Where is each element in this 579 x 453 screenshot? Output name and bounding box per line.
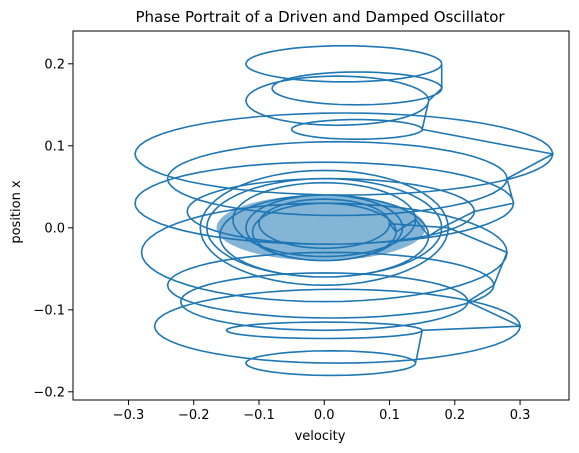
y-axis-label: position x — [9, 180, 24, 244]
x-axis-label: velocity — [295, 429, 346, 444]
y-tick-label: 0.1 — [44, 139, 65, 154]
chart-title: Phase Portrait of a Driven and Damped Os… — [135, 8, 505, 26]
x-tick-label: −0.1 — [243, 408, 275, 423]
y-tick-label: −0.1 — [33, 303, 65, 318]
x-tick-label: −0.3 — [113, 408, 145, 423]
plot-frame — [72, 30, 570, 401]
x-tick-label: 0.3 — [510, 408, 531, 423]
y-tick-label: 0.2 — [44, 57, 65, 72]
x-axis-ticks: −0.3 −0.2 −0.1 0.0 0.1 0.2 0.3 — [113, 400, 531, 423]
trajectory-core — [216, 195, 426, 261]
x-tick-label: −0.2 — [178, 408, 210, 423]
x-tick-label: 0.0 — [314, 408, 335, 423]
y-tick-label: −0.2 — [33, 385, 65, 400]
x-tick-label: 0.2 — [444, 408, 465, 423]
plot-area — [134, 45, 554, 377]
y-tick-label: 0.0 — [44, 221, 65, 236]
x-tick-label: 0.1 — [379, 408, 400, 423]
y-axis-ticks: −0.2 −0.1 0.0 0.1 0.2 — [33, 57, 73, 400]
